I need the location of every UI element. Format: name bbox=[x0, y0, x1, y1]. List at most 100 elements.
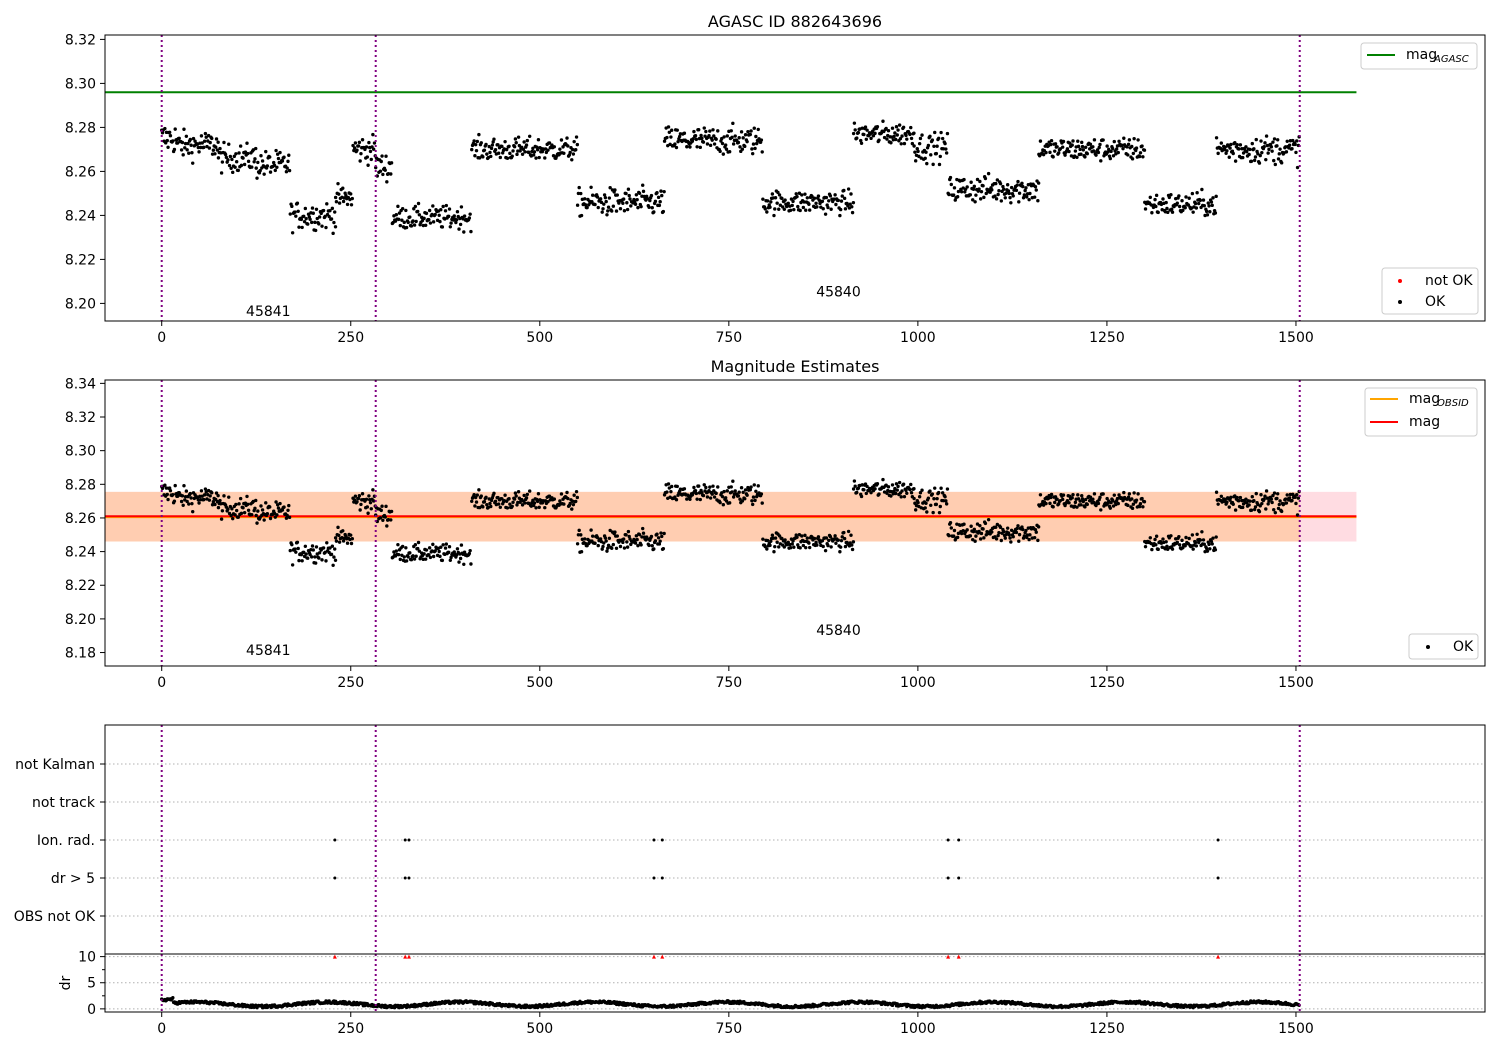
data-point-ok bbox=[1016, 179, 1020, 184]
data-point-ok bbox=[738, 497, 742, 501]
data-point-ok bbox=[650, 544, 654, 548]
data-point-ok bbox=[1204, 546, 1209, 551]
data-point-ok bbox=[472, 139, 476, 143]
data-point-ok bbox=[1227, 505, 1231, 509]
data-point-ok bbox=[1166, 210, 1170, 215]
data-point-ok bbox=[1252, 498, 1256, 503]
data-point-ok bbox=[750, 147, 754, 151]
data-point-ok bbox=[606, 209, 610, 213]
data-point-ok bbox=[227, 495, 231, 499]
data-point-ok bbox=[481, 505, 485, 509]
data-point-ok bbox=[893, 137, 898, 142]
data-point-ok bbox=[404, 546, 408, 550]
data-point-ok bbox=[956, 531, 961, 536]
data-point-ok bbox=[932, 497, 936, 501]
data-point-ok bbox=[1187, 196, 1191, 200]
data-point-ok bbox=[770, 192, 775, 196]
data-point-ok bbox=[288, 548, 292, 553]
data-point-ok bbox=[990, 530, 994, 534]
data-point-ok bbox=[1116, 501, 1120, 506]
data-point-ok bbox=[482, 148, 487, 152]
data-point-ok bbox=[1260, 501, 1264, 506]
data-point-ok bbox=[231, 516, 235, 521]
data-point-ok bbox=[1015, 526, 1019, 531]
data-point-ok bbox=[790, 542, 794, 546]
data-point-ok bbox=[978, 537, 983, 541]
data-point-ok bbox=[1003, 196, 1007, 200]
data-point-ok bbox=[763, 207, 767, 211]
data-point-ok bbox=[282, 505, 286, 509]
data-point-ok bbox=[1273, 510, 1278, 515]
data-point-ok bbox=[590, 534, 595, 538]
data-point-ok bbox=[737, 136, 741, 140]
data-point-ok bbox=[851, 487, 856, 491]
data-point-ok bbox=[477, 156, 482, 160]
data-point-ok bbox=[1130, 144, 1134, 149]
data-point-ok bbox=[1117, 139, 1121, 143]
data-point-ok bbox=[836, 198, 840, 203]
data-point-ok bbox=[986, 517, 991, 522]
data-point-ok bbox=[579, 213, 584, 218]
data-point-ok bbox=[699, 133, 703, 138]
data-point-ok bbox=[236, 515, 240, 519]
data-point-ok bbox=[731, 142, 736, 146]
data-point-ok bbox=[565, 136, 569, 140]
data-point-ok bbox=[286, 159, 290, 164]
data-point-ok bbox=[357, 140, 362, 145]
data-point-ok bbox=[345, 541, 350, 545]
data-point-ok bbox=[947, 192, 951, 197]
data-point-ok bbox=[218, 498, 222, 503]
data-point-ok bbox=[236, 168, 240, 173]
data-point-ok bbox=[484, 142, 488, 147]
data-point-ok bbox=[633, 541, 638, 545]
data-point-ok bbox=[1197, 540, 1201, 545]
data-point-ok bbox=[913, 508, 918, 512]
data-point-ok bbox=[827, 199, 831, 203]
data-point-ok bbox=[211, 148, 216, 152]
data-point-ok bbox=[428, 555, 433, 560]
data-point-ok bbox=[1022, 193, 1027, 197]
data-point-ok bbox=[692, 129, 696, 134]
data-point-ok bbox=[574, 148, 578, 152]
data-point-ok bbox=[670, 128, 674, 132]
data-point-ok bbox=[522, 493, 526, 498]
data-point-ok bbox=[668, 142, 672, 147]
data-point-ok bbox=[310, 206, 315, 210]
data-point-ok bbox=[729, 485, 733, 489]
data-point-ok bbox=[1017, 200, 1021, 204]
data-point-ok bbox=[1023, 188, 1027, 193]
data-point-ok bbox=[224, 155, 229, 160]
data-point-ok bbox=[1180, 198, 1184, 203]
data-point-ok bbox=[1102, 154, 1106, 158]
data-point-ok bbox=[823, 548, 828, 553]
data-point-ok bbox=[655, 191, 659, 195]
data-point-ok bbox=[518, 149, 522, 153]
axes: 0 250 500 750 1000 1250 15008.208.228.248.268.… bbox=[65, 32, 1314, 346]
data-point-ok bbox=[740, 499, 745, 503]
data-point-ok bbox=[994, 525, 998, 529]
data-point-ok bbox=[317, 222, 321, 226]
data-point-ok bbox=[894, 125, 899, 129]
data-point-ok bbox=[603, 536, 608, 540]
data-point-ok bbox=[488, 150, 492, 155]
data-point-ok bbox=[662, 189, 666, 194]
data-point-ok bbox=[676, 139, 680, 144]
data-point-ok bbox=[653, 539, 658, 543]
y-tick-label: 8.24 bbox=[65, 545, 96, 561]
data-point-ok bbox=[182, 127, 186, 131]
data-point-ok bbox=[1290, 498, 1294, 503]
data-point-ok bbox=[972, 184, 977, 189]
data-point-ok bbox=[1216, 502, 1220, 506]
data-point-ok bbox=[1279, 509, 1284, 514]
data-point-ok bbox=[1053, 149, 1057, 153]
data-point-ok bbox=[521, 147, 526, 152]
data-point-ok bbox=[431, 204, 435, 208]
data-point-ok bbox=[1126, 503, 1130, 508]
data-point-ok bbox=[234, 502, 238, 507]
data-point-ok bbox=[1207, 542, 1211, 547]
data-point-ok bbox=[441, 204, 445, 209]
data-point-ok bbox=[226, 507, 230, 511]
data-point-ok bbox=[503, 139, 507, 144]
data-point-ok bbox=[570, 507, 574, 511]
data-point-ok bbox=[673, 495, 677, 499]
